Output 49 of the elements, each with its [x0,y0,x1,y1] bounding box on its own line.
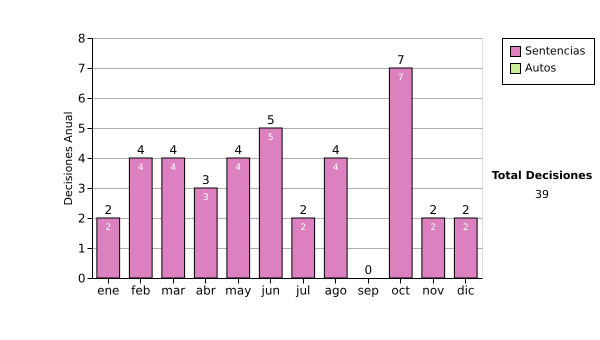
data-label: 4 [332,163,339,173]
total-label: 4 [234,143,242,157]
y-tick-label: 7 [78,62,86,76]
x-tick-label: sep [358,284,379,298]
x-tick-label: nov [422,284,444,298]
legend-label: Autos [525,62,557,74]
total-label: 2 [104,203,112,217]
legend-label: Sentencias [525,44,586,58]
y-tick-label: 8 [78,32,86,46]
x-tick-label: feb [131,284,150,298]
data-label: 5 [268,133,274,143]
x-tick-label: dic [456,284,475,298]
x-tick-label: jun [260,284,280,298]
total-label: 2 [462,203,470,217]
x-tick-label: jul [295,284,310,298]
total-label: 5 [266,113,275,127]
text: 39 [535,188,549,201]
total-label: 2 [429,203,438,217]
data-label: 2 [105,223,112,233]
total-label: 7 [396,53,405,67]
data-label: 2 [300,223,306,233]
y-axis-title: Decisiones Anual [62,111,75,206]
data-label: 2 [462,223,469,233]
x-tick-label: oct [391,284,410,298]
total-label: 4 [332,143,340,157]
text: Total Decisiones [492,169,593,182]
total-label: 0 [364,263,372,277]
y-tick-label: 3 [78,182,86,196]
y-tick-label: 5 [78,122,86,136]
y-tick-label: 4 [78,152,86,166]
total-label: 4 [169,143,178,157]
x-tick-label: ago [324,284,347,298]
x-tick-label: mar [161,284,186,298]
y-tick-label: 1 [78,242,86,256]
y-tick-label: 2 [78,212,86,226]
x-tick-label: abr [196,284,216,298]
x-tick-label: ene [97,284,120,298]
data-label: 4 [235,163,242,173]
total-label: 2 [299,203,308,217]
total-label: 3 [202,173,210,187]
total-label: 4 [136,143,145,157]
data-label: 3 [202,193,209,203]
y-tick-label: 0 [78,272,86,286]
data-label: 2 [430,223,436,233]
x-tick-label: may [225,284,252,298]
data-label: 7 [398,73,404,83]
data-label: 4 [170,163,176,173]
data-label: 4 [138,163,144,173]
y-tick-label: 6 [78,92,86,106]
